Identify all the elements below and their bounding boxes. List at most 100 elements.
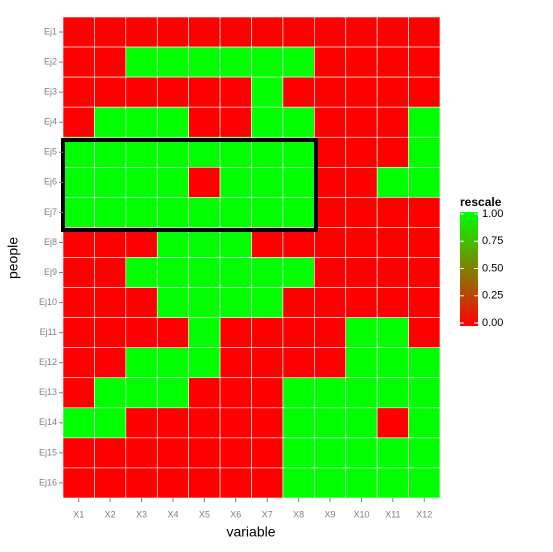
tile — [345, 317, 378, 348]
tile — [251, 227, 284, 258]
tile — [376, 16, 409, 48]
tile — [156, 407, 189, 439]
tile — [314, 197, 347, 228]
tile — [314, 227, 347, 258]
tile — [94, 167, 127, 198]
tile — [188, 407, 221, 439]
tile — [282, 76, 315, 108]
y-tick-label: Ej2 — [44, 56, 57, 66]
tile — [408, 197, 441, 228]
tile — [376, 347, 409, 379]
tile — [408, 287, 441, 318]
y-axis-title: people — [5, 237, 21, 279]
legend-title: rescale — [460, 195, 502, 209]
tile — [314, 467, 347, 499]
colorbar-label: 0.25 — [482, 290, 503, 302]
tile — [125, 377, 158, 409]
tile — [188, 437, 221, 469]
tile — [314, 257, 347, 288]
tile — [408, 257, 441, 288]
y-tick-label: Ej1 — [44, 26, 57, 36]
y-tick-label: Ej13 — [39, 387, 57, 397]
tile — [282, 377, 315, 409]
tile — [376, 467, 409, 499]
tile — [251, 347, 284, 379]
tile — [408, 136, 441, 168]
colorbar-label: 0.00 — [482, 317, 503, 329]
tile — [219, 437, 252, 469]
tile — [408, 16, 441, 48]
tile — [251, 197, 284, 228]
y-tick-label: Ej14 — [39, 417, 57, 427]
tile — [125, 287, 158, 318]
tile — [282, 407, 315, 439]
tile — [314, 347, 347, 379]
x-tick-label: X4 — [167, 509, 178, 519]
tile — [408, 76, 441, 108]
tile — [314, 167, 347, 198]
tile — [62, 437, 95, 469]
tile — [376, 407, 409, 439]
tile — [345, 197, 378, 228]
tile — [314, 377, 347, 409]
tile — [251, 76, 284, 108]
tile — [62, 76, 95, 108]
tile — [376, 227, 409, 258]
tile — [219, 467, 252, 499]
tile — [125, 136, 158, 168]
tile — [62, 407, 95, 439]
tile — [188, 257, 221, 288]
x-tick-label: X5 — [199, 509, 210, 519]
colorbar-label: 0.75 — [482, 235, 503, 247]
tile — [408, 106, 441, 138]
tile — [345, 167, 378, 198]
tile — [345, 76, 378, 108]
tile — [94, 467, 127, 499]
tile — [94, 377, 127, 409]
tile — [251, 167, 284, 198]
tile — [125, 106, 158, 138]
tile — [62, 257, 95, 288]
tile — [94, 347, 127, 379]
colorbar — [460, 212, 478, 326]
x-axis-title: variable — [226, 524, 275, 540]
tile — [188, 467, 221, 499]
tile — [94, 76, 127, 108]
tile — [314, 317, 347, 348]
tile — [282, 227, 315, 258]
y-tick-label: Ej8 — [44, 237, 57, 247]
tile — [219, 46, 252, 78]
tile — [314, 287, 347, 318]
tile — [282, 167, 315, 198]
tile — [94, 287, 127, 318]
tile — [251, 377, 284, 409]
tile — [156, 167, 189, 198]
tile — [62, 317, 95, 348]
y-tick-label: Ej16 — [39, 477, 57, 487]
tile — [345, 407, 378, 439]
tile — [156, 106, 189, 138]
tile — [282, 16, 315, 48]
tile — [345, 437, 378, 469]
tile — [62, 136, 95, 168]
y-tick-label: Ej4 — [44, 117, 57, 127]
tile — [376, 76, 409, 108]
tile — [219, 287, 252, 318]
y-tick-label: Ej15 — [39, 447, 57, 457]
tile — [188, 167, 221, 198]
tile — [125, 347, 158, 379]
tile — [62, 287, 95, 318]
highlight-box — [61, 138, 318, 232]
tile — [376, 317, 409, 348]
tile — [156, 347, 189, 379]
tile — [282, 197, 315, 228]
y-tick-label: Ej10 — [39, 297, 57, 307]
tile — [345, 106, 378, 138]
tile — [62, 16, 95, 48]
tile — [408, 377, 441, 409]
tile — [376, 437, 409, 469]
tile — [345, 46, 378, 78]
tile — [219, 106, 252, 138]
tile — [94, 437, 127, 469]
